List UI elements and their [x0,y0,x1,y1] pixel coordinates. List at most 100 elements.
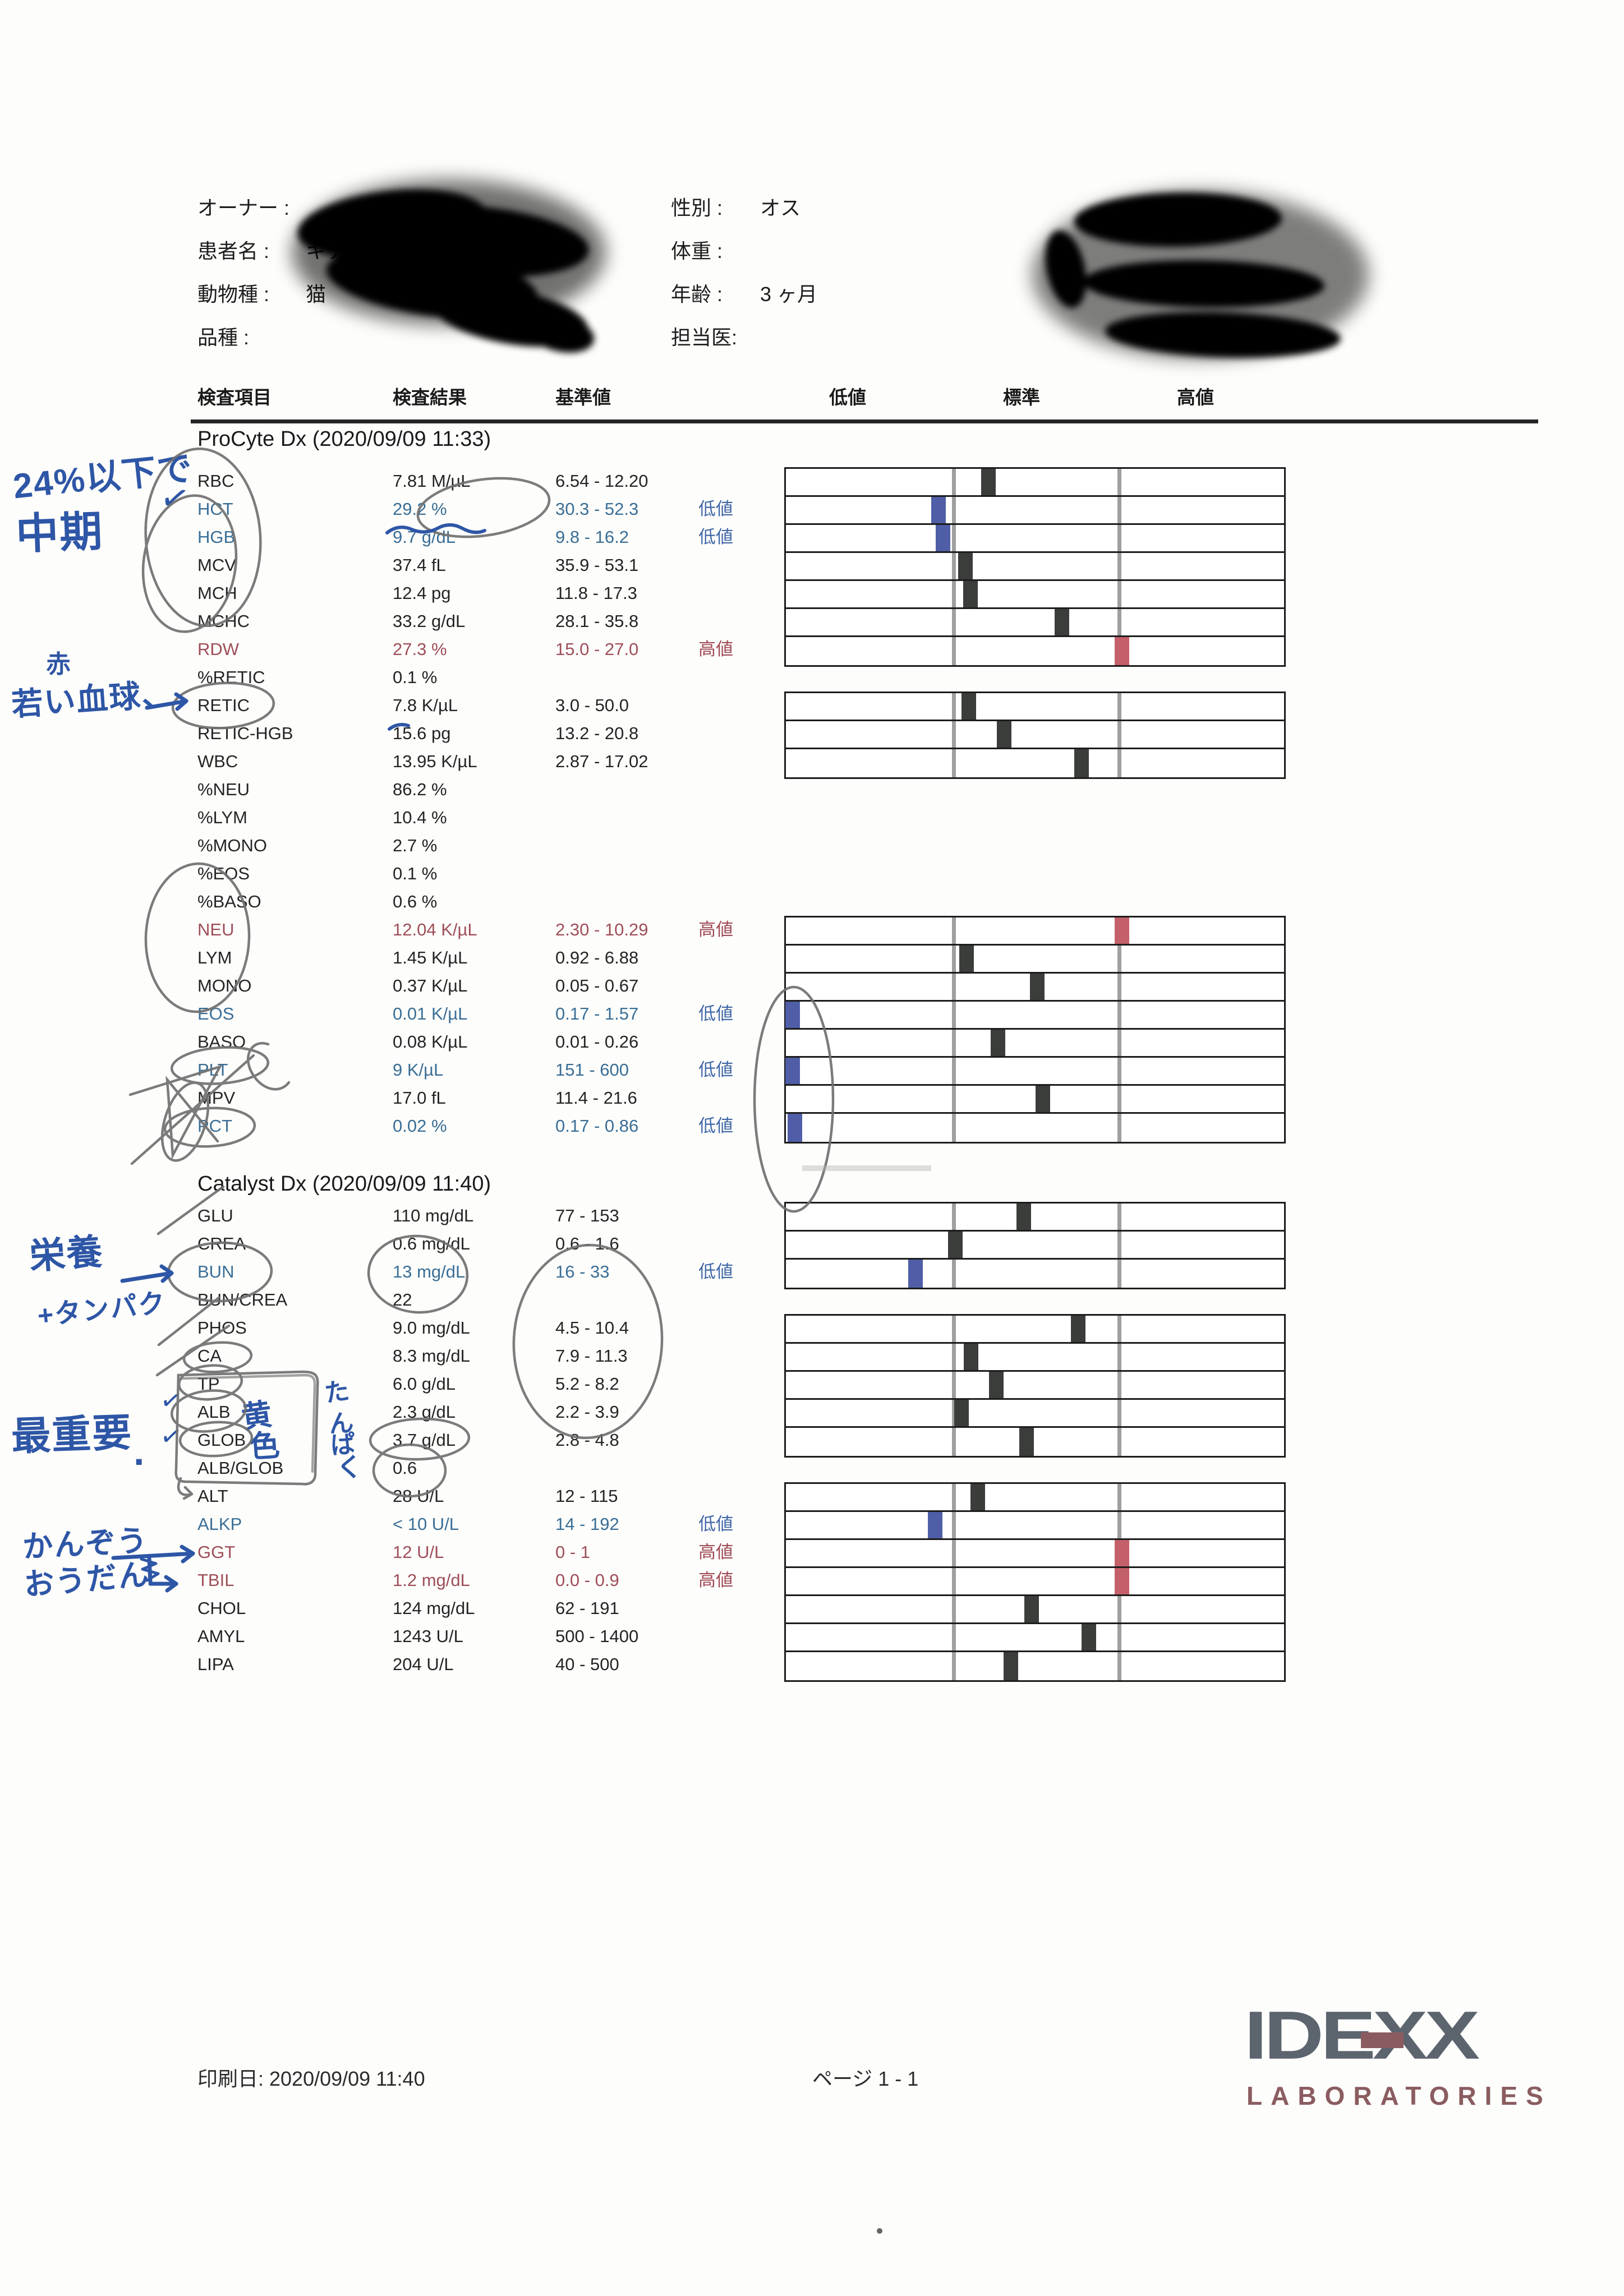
row-range: 11.4 - 21.6 [555,1088,637,1108]
chart-marker [1054,609,1069,637]
row-range: 2.87 - 17.02 [555,751,648,771]
row-label: MONO [197,976,252,995]
row-label: ALKP [197,1514,242,1534]
row-label: MCV [197,555,236,575]
row-result: 6.0 g/dL [393,1374,456,1394]
chart-grid-low-line [951,609,956,637]
row-result: 17.0 fL [393,1088,446,1108]
chart-grid-low-line [951,721,956,749]
row-label: BASO [197,1032,246,1052]
row-flag: 低値 [698,1514,733,1534]
chart-grid-high-line [1117,1624,1122,1652]
row-label: RDW [197,639,240,659]
chart-cell-ca [784,1342,1286,1373]
row-result: 22 [393,1290,412,1310]
row-result: 1243 U/L [393,1626,463,1646]
row-range: 0.17 - 1.57 [555,1004,639,1023]
chart-grid-low-line [951,1540,956,1568]
chart-grid-low-line [951,525,956,553]
chart-cell-pct [784,1112,1286,1144]
chart-cell-hct [784,495,1286,527]
chart-marker [1019,1428,1034,1456]
chart-marker [963,581,978,609]
chart-grid-high-line [1117,974,1122,1002]
scan-speck [877,2228,882,2234]
chart-marker [908,1260,923,1288]
chart-cell-lym [784,944,1286,975]
idexx-logo-e-bar [1361,2032,1404,2048]
patient-field-label: オーナー : [197,196,290,219]
chart-marker [1030,974,1045,1002]
column-header-0: 検査項目 [197,387,272,408]
row-result: 12 U/L [393,1542,444,1562]
row-label: BUN/CREA [197,1290,288,1310]
chart-grid-low-line [951,1204,956,1232]
chart-cell-rdw [784,635,1286,667]
chart-grid-high-line [1117,1484,1122,1512]
patient-field-label: 品種 : [197,326,250,349]
row-range: 7.9 - 11.3 [555,1346,628,1366]
row-flag: 高値 [698,1542,733,1562]
row-result: 0.6 [393,1458,417,1478]
chart-cell-mono [784,972,1286,1003]
handwriting-note: ✓ [158,1419,186,1453]
patient-field-value: 3 ヶ月 [760,283,818,306]
row-range: 12 - 115 [555,1486,618,1506]
row-flag: 低値 [698,1262,733,1281]
section-title: Catalyst Dx (2020/09/09 11:40) [197,1172,491,1196]
row-label: WBC [197,751,238,771]
row-result: 29.2 % [393,499,447,519]
chart-marker [964,1344,979,1372]
row-label: LIPA [197,1654,234,1674]
row-flag: 低値 [698,1116,733,1136]
row-label: TP [197,1374,220,1394]
redaction-doctor-area [1032,191,1369,359]
row-label: NEU [197,920,234,939]
chart-cell-amyl [784,1622,1286,1654]
chart-grid-low-line [951,469,956,497]
chart-grid-high-line [1117,525,1122,553]
chart-cell-alb [784,1398,1286,1430]
row-label: LYM [197,948,232,967]
chart-grid-low-line [951,1624,956,1652]
row-result: 1.45 K/µL [393,948,468,967]
chart-grid-low-line [951,1002,956,1030]
row-range: 0.0 - 0.9 [555,1570,619,1590]
row-range: 14 - 192 [555,1514,619,1534]
row-label: TBIL [197,1570,234,1590]
row-flag: 低値 [698,1060,733,1080]
chart-grid-high-line [1117,469,1122,497]
chart-grid-high-line [1117,581,1122,609]
row-range: 151 - 600 [555,1060,629,1080]
chart-grid-low-line [951,1372,956,1400]
row-result: 28 U/L [393,1486,444,1506]
chart-marker [1074,749,1089,777]
row-range: 5.2 - 8.2 [555,1374,619,1394]
chart-cell-rbc [784,467,1286,499]
chart-grid-high-line [1117,553,1122,581]
chart-cell-bun [784,1258,1286,1289]
chart-grid-low-line [951,1058,956,1086]
row-label: MCH [197,583,237,603]
row-result: 9.0 mg/dL [393,1318,470,1338]
row-range: 0.01 - 0.26 [555,1032,639,1052]
row-label: %NEU [197,780,250,799]
row-range: 0 - 1 [555,1542,591,1562]
chart-grid-high-line [1117,1512,1122,1540]
chart-grid-low-line [951,693,956,721]
chart-grid-low-line [951,946,956,974]
row-range: 3.0 - 50.0 [555,695,629,715]
row-result: 86.2 % [393,780,447,799]
chart-grid-high-line [1117,1002,1122,1030]
row-flag: 高値 [698,1570,733,1590]
row-label: RBC [197,471,234,491]
row-flag: 高値 [698,920,733,939]
row-result: 9 K/µL [393,1060,444,1080]
ink-arrow-bun [120,1264,174,1283]
row-range: 9.8 - 16.2 [555,527,629,547]
chart-grid-high-line [1117,497,1122,525]
row-label: ALT [197,1486,228,1506]
patient-field-label: 性別 : [671,196,723,219]
chart-grid-low-line [951,637,956,665]
chart-grid-low-line [951,1484,956,1512]
